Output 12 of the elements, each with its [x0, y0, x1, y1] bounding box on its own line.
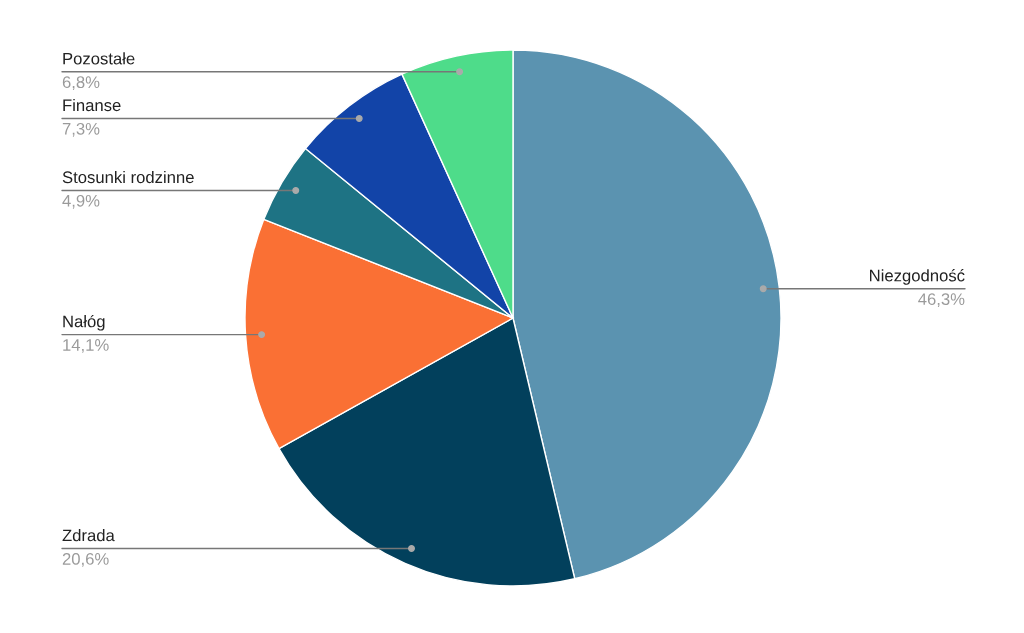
slice-label: Niezgodność [870, 269, 965, 285]
data-label: 46,3% [918, 293, 965, 307]
data-label: 7,3% [62, 122, 100, 137]
slice-label: Nałóg [63, 314, 105, 331]
data-label: 14,1% [63, 339, 109, 353]
slice-label: Stosunki rodzinne [62, 170, 194, 184]
slice-label: Pozostałe [63, 52, 135, 65]
data-label: 6,8% [62, 76, 100, 91]
data-label: 20,6% [62, 553, 109, 567]
slice-label: Zdrada [62, 529, 115, 542]
data-label: 4,9% [62, 194, 100, 209]
slice-label: Finanse [63, 98, 121, 112]
